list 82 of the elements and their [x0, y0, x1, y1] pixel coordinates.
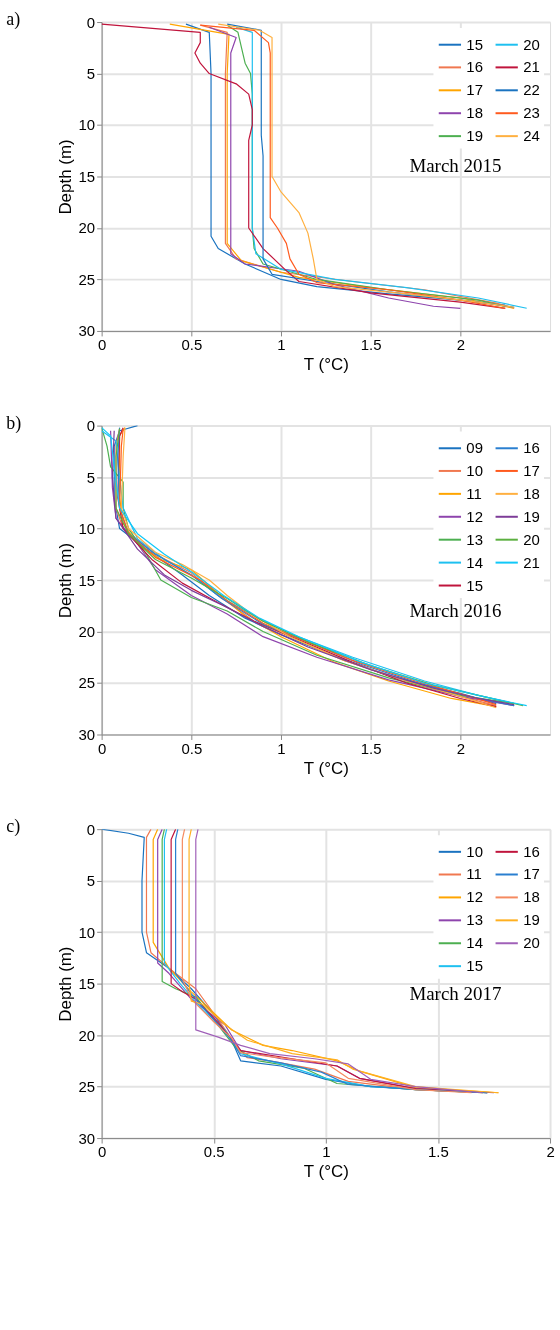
y-tick-label: 10 — [78, 520, 96, 538]
annotation: March 2015 — [409, 154, 502, 176]
x-tick-label: 1.5 — [428, 1143, 449, 1161]
y-tick-label: 0 — [86, 820, 96, 838]
y-tick-label: 15 — [78, 571, 96, 589]
y-tick-label: 10 — [78, 116, 96, 134]
y-tick-label: 20 — [78, 623, 96, 641]
x-tick-label: 1.5 — [360, 336, 382, 354]
x-tick-label: 1 — [277, 739, 286, 757]
legend-label: 19 — [523, 911, 540, 929]
legend-label: 22 — [523, 81, 540, 99]
legend-label: 09 — [466, 439, 483, 457]
legend-label: 21 — [523, 553, 540, 571]
legend-label: 14 — [466, 553, 483, 571]
legend-label: 16 — [523, 439, 540, 457]
legend-label: 15 — [466, 576, 483, 594]
legend-label: 11 — [466, 484, 482, 502]
legend-label: 18 — [523, 888, 540, 906]
y-tick-label: 10 — [78, 923, 96, 941]
y-tick-label: 30 — [78, 1129, 96, 1147]
legend-label: 17 — [466, 81, 483, 99]
legend-label: 23 — [523, 104, 540, 122]
legend-label: 10 — [466, 842, 483, 860]
y-axis-title: Depth (m) — [55, 542, 75, 619]
y-tick-label: 30 — [78, 725, 96, 743]
x-tick-label: 0.5 — [203, 1143, 225, 1161]
x-tick-label: 0.5 — [181, 739, 203, 757]
legend-label: 13 — [466, 911, 483, 929]
x-axis-title: T (°C) — [303, 355, 349, 375]
legend-label: 17 — [523, 865, 540, 883]
legend-label: 15 — [466, 957, 483, 975]
x-tick-label: 1 — [277, 336, 286, 354]
legend-label: 12 — [466, 888, 483, 906]
chart-title: a) — [6, 9, 21, 31]
y-axis-title: Depth (m) — [55, 139, 75, 215]
y-tick-label: 25 — [78, 674, 96, 692]
legend-label: 18 — [466, 104, 483, 122]
legend-label: 13 — [466, 530, 483, 548]
y-tick-label: 20 — [78, 1026, 96, 1044]
legend-label: 15 — [466, 35, 483, 53]
legend-label: 19 — [523, 507, 540, 525]
x-tick-label: 2 — [456, 739, 466, 757]
legend-label: 20 — [523, 530, 540, 548]
y-axis-title: Depth (m) — [55, 946, 75, 1022]
x-tick-label: 0 — [97, 1143, 107, 1161]
annotation: March 2016 — [409, 599, 502, 621]
y-tick-label: 5 — [86, 872, 96, 890]
annotation: March 2017 — [409, 982, 502, 1004]
x-tick-label: 0.5 — [181, 336, 203, 354]
x-axis-title: T (°C) — [303, 1162, 349, 1182]
chart-title: b) — [6, 412, 22, 434]
x-tick-label: 0 — [97, 336, 107, 354]
legend-label: 16 — [523, 842, 540, 860]
y-tick-label: 0 — [86, 13, 96, 31]
y-tick-label: 15 — [78, 167, 96, 185]
legend-label: 24 — [523, 127, 540, 145]
y-tick-label: 5 — [86, 65, 96, 83]
x-tick-label: 1 — [322, 1143, 331, 1161]
x-tick-label: 0 — [97, 739, 107, 757]
y-tick-label: 0 — [86, 417, 96, 435]
y-tick-label: 25 — [78, 1078, 96, 1096]
y-tick-label: 25 — [78, 270, 96, 288]
y-tick-label: 5 — [86, 468, 96, 486]
chart-title: c) — [6, 816, 21, 838]
legend-label: 18 — [523, 484, 540, 502]
x-tick-label: 1.5 — [360, 739, 382, 757]
legend-label: 17 — [523, 461, 540, 479]
legend-label: 21 — [523, 58, 540, 76]
legend-label: 20 — [523, 35, 540, 53]
legend-label: 19 — [466, 127, 483, 145]
legend-label: 16 — [466, 58, 483, 76]
legend-label: 12 — [466, 507, 483, 525]
y-tick-label: 30 — [78, 322, 96, 340]
legend-label: 10 — [466, 461, 483, 479]
y-tick-label: 20 — [78, 219, 96, 237]
legend-label: 14 — [466, 934, 483, 952]
y-tick-label: 15 — [78, 975, 96, 993]
x-tick-label: 2 — [546, 1143, 555, 1161]
x-axis-title: T (°C) — [303, 758, 349, 778]
x-tick-label: 2 — [456, 336, 466, 354]
legend-label: 20 — [523, 934, 540, 952]
legend-label: 11 — [466, 865, 482, 883]
